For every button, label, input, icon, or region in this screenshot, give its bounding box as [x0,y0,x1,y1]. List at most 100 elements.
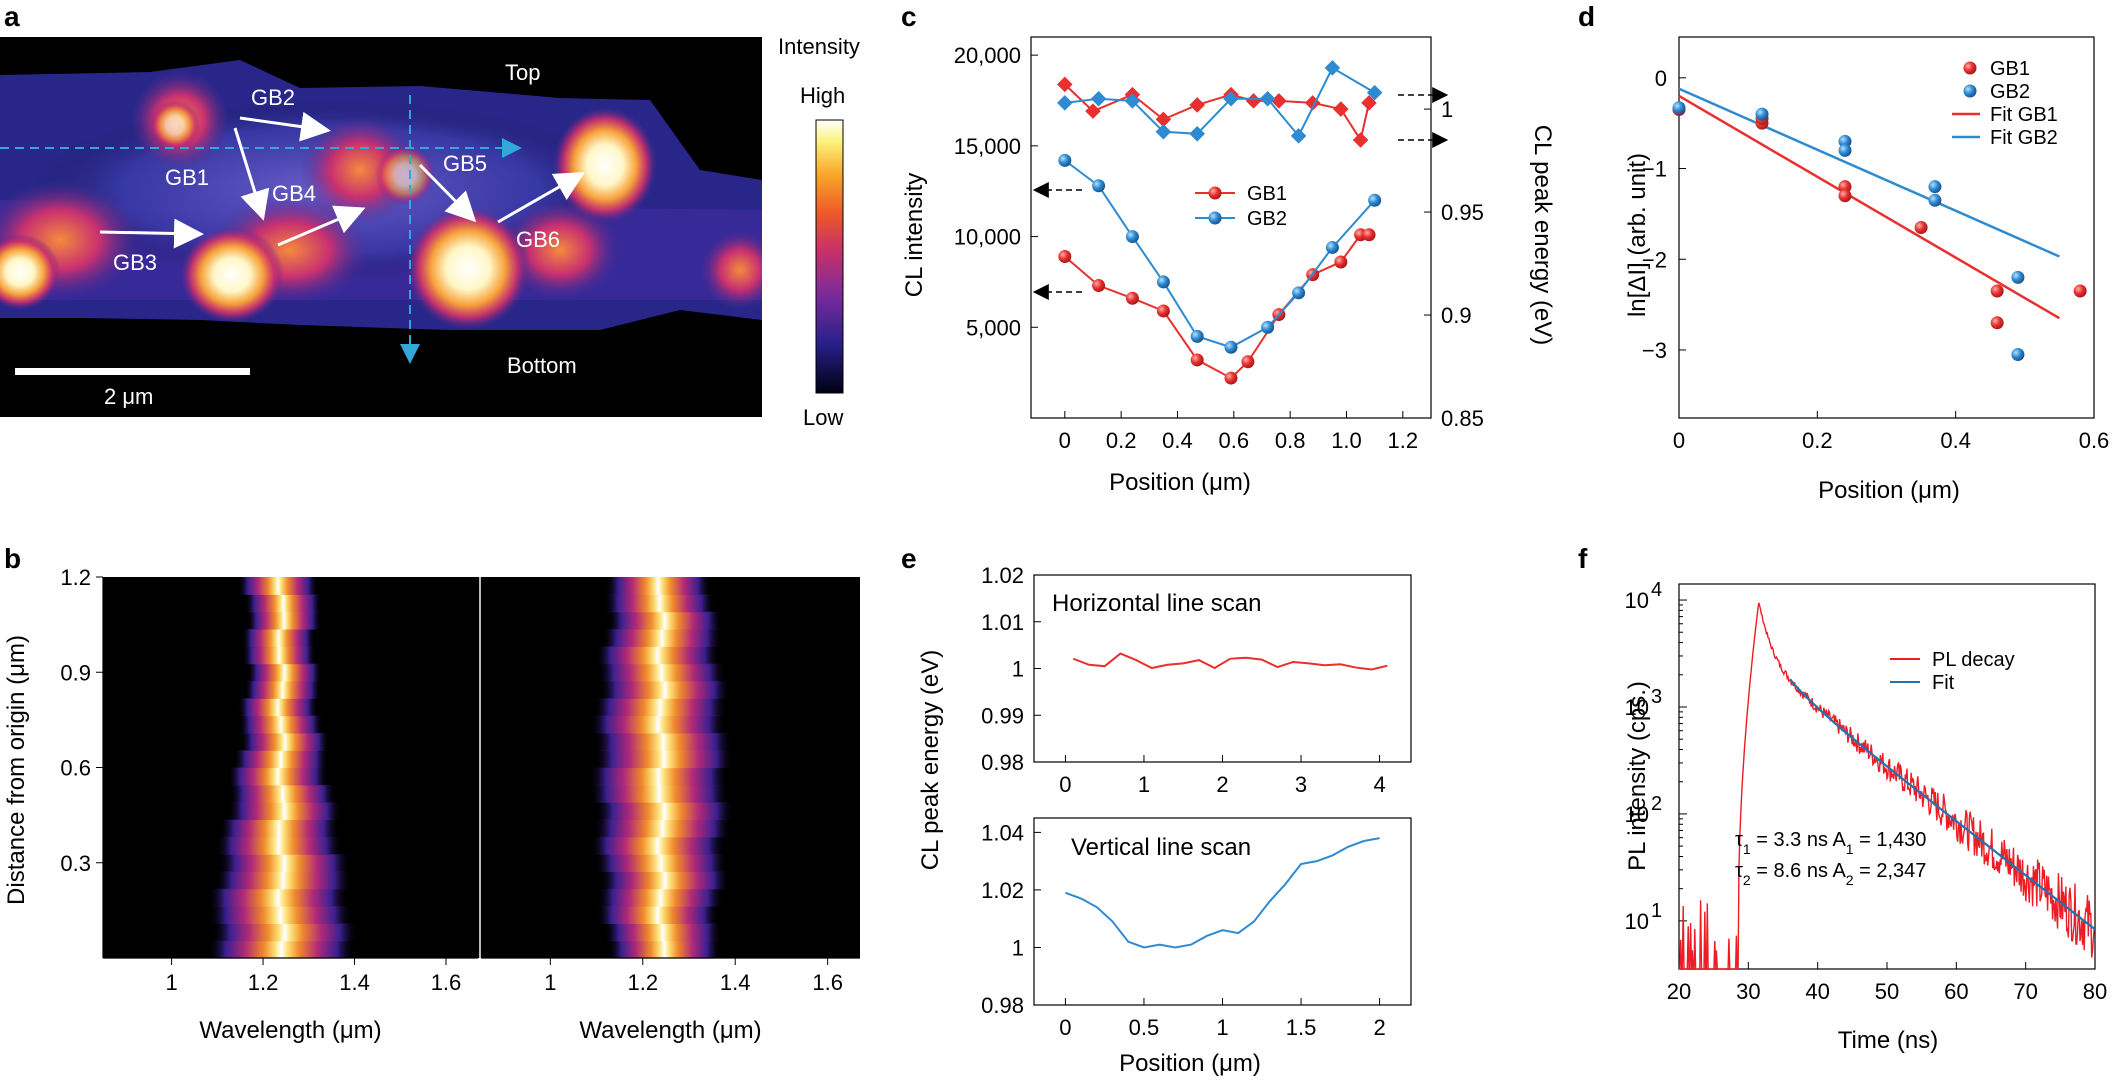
panel-e: 0 1 2 3 4 0.98 0.99 1 1.01 1.02 Horizontal line sc… [981,563,1412,1040]
data-point-gb2 [1189,126,1205,142]
y-tick-label: 0.9 [60,660,91,685]
bottom-label: Bottom [507,353,577,378]
x-tick-label: 0 [1059,772,1071,797]
gb3-label: GB3 [113,250,157,275]
y-tick-label: 0.3 [60,851,91,876]
x-tick-label: 30 [1736,979,1760,1004]
panel-label-f: f [1578,543,1588,574]
data-point-gb1 [1271,93,1287,109]
x-tick-label: 1.2 [248,970,279,995]
data-point-gb2 [1125,230,1139,244]
data-point-gb2 [1224,340,1238,354]
y-tick-label: 10 [1625,909,1649,934]
data-point-gb2 [2011,270,2025,284]
y2-tick-label: 1 [1441,97,1453,122]
x-tick-label: 0.4 [1162,428,1193,453]
gb4-label: GB4 [272,181,316,206]
y-tick-label: −2 [1642,247,1667,272]
cl-map [0,37,762,417]
x-tick-label: 0.8 [1275,428,1306,453]
panel-d-ylabel: ln[ΔI] (arb. unit) [1624,153,1651,317]
y-tick-label: 0.6 [60,756,91,781]
x-tick-label: 1.2 [1388,428,1419,453]
series-line-gb1 [1064,233,1370,380]
y2-tick-label: 0.85 [1441,406,1484,431]
scale-bar [15,368,250,375]
spectrum-row [212,923,358,942]
fit-params-line2: τ2 = 8.6 ns A2 = 2,347 [1735,860,1926,888]
data-point-gb1 [2073,284,2087,298]
data-point-gb2 [1838,143,1852,157]
y-tick-exponent: 2 [1651,793,1662,815]
x-tick-label: 40 [1805,979,1829,1004]
x-tick-label: 1 [1216,1015,1228,1040]
spectrum-row [594,750,734,769]
legend-label-gb1: GB1 [1990,58,2030,80]
x-tick-label: 1 [165,970,177,995]
y-tick-label: 15,000 [954,134,1021,159]
x-tick-label: 0.6 [2079,428,2110,453]
panel-label-b: b [4,543,21,574]
panel-label-e: e [901,543,917,574]
data-point-gb2 [1261,320,1275,334]
y-tick-label: 1.02 [981,563,1024,588]
legend-label-gb2: GB2 [1990,81,2030,103]
data-point-gb2 [1259,91,1276,107]
x-tick-label: 0 [1059,428,1071,453]
legend-label-gb1: GB1 [1247,183,1287,205]
spectrum-row [602,628,722,647]
data-point-gb2 [1190,329,1204,343]
x-tick-label: 80 [2083,979,2107,1004]
spectrum-row [208,906,352,924]
spectrum-row [216,836,342,855]
spectrum-row [595,802,734,821]
x-tick-label: 0.4 [1940,428,1971,453]
y-tick-label: 0.98 [981,750,1024,775]
scan-line-0 [1072,652,1388,671]
y-tick-label: −3 [1642,338,1667,363]
colorbar-high: High [800,83,845,108]
panel-b-ylabel: Distance from origin (μm) [3,635,30,905]
spectrum-row [594,854,728,873]
x-tick-label: 1.6 [812,970,843,995]
x-tick-label: 1.4 [720,970,751,995]
series-line-gb2 [1064,66,1376,138]
data-point-gb1 [1092,279,1106,293]
spectrum-row [607,611,723,630]
spectrum-row [238,577,318,595]
x-tick-label: 20 [1667,979,1691,1004]
panel-c: 0 0.2 0.4 0.6 0.8 1.0 1.2 5,000 10,000 15,000 20,0… [954,36,1484,453]
x-axis-label: Wavelength (μm) [579,1017,761,1044]
y-tick-label: 1.02 [981,878,1024,903]
data-point-gb1 [1362,228,1376,242]
scan-title: Horizontal line scan [1052,590,1261,617]
panel-d-xlabel: Position (μm) [1818,477,1960,504]
data-point-gb1 [1990,284,2004,298]
spectrum-row [600,871,730,890]
legend-marker-gb2 [1963,84,1977,98]
panel-b: 1 1.2 1.4 1.6 Wavelength (μm) 0.3 0.6 0.9 1.2 1 1.… [60,565,860,1044]
spectrum-row [218,854,350,873]
spectrum-row [605,577,711,595]
spectrum-row [599,680,731,699]
y-tick-exponent: 4 [1651,579,1662,601]
colorbar-title: Intensity [778,34,860,59]
legend-label-pl-decay: PL decay [1932,649,2015,671]
x-tick-label: 0.5 [1129,1015,1160,1040]
data-point-gb2 [1672,101,1686,115]
y-tick-label: 0.98 [981,993,1024,1018]
data-point-gb1 [1334,255,1348,269]
gb-arrows [99,111,586,249]
x-tick-label: 1.5 [1286,1015,1317,1040]
data-point-gb2 [1058,153,1072,167]
spectrum-row [597,888,724,907]
panel-f-xlabel: Time (ns) [1838,1027,1938,1054]
gb6-label: GB6 [516,227,560,252]
panel-c-y2label: CL peak energy (eV) [1529,125,1556,346]
pl-decay-trace [1679,602,2095,969]
decay-traces [1679,602,2095,969]
data-point-gb2 [1292,286,1306,300]
spectrum-row [595,646,720,665]
